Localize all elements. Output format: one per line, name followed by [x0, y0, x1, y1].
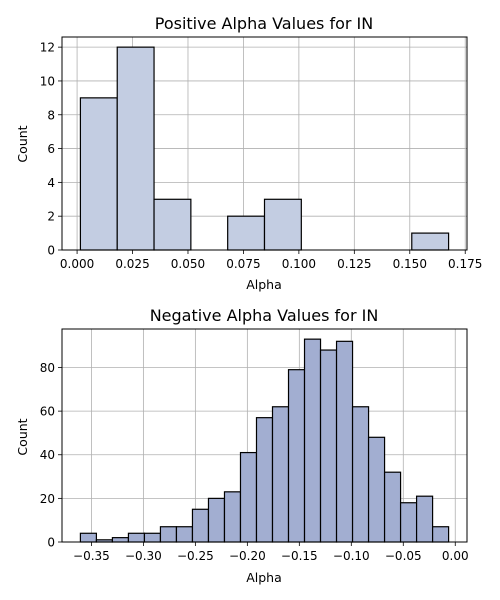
- x-tick-label: −0.10: [333, 549, 370, 563]
- histogram-bar: [79, 532, 98, 543]
- negative-alpha-histogram: Negative Alpha Values for IN −0.35 −0.30−…: [15, 306, 469, 585]
- x-tick-label: 0.175: [448, 257, 482, 271]
- x-tick-label: 0.125: [337, 257, 371, 271]
- y-tick-label: 20: [40, 492, 55, 506]
- y-axis-label: Count: [15, 418, 30, 455]
- plot-frame: [61, 36, 468, 251]
- x-tick-label: 0.025: [115, 257, 149, 271]
- x-tick-label: −0.05: [385, 549, 422, 563]
- y-tick-label: 80: [40, 361, 55, 375]
- y-tick-label: 2: [47, 210, 55, 224]
- x-tick-label: −0.35: [73, 549, 110, 563]
- histogram-bar: [335, 340, 354, 543]
- y-axis-label: Count: [15, 125, 30, 162]
- x-tick-label: −0.20: [229, 549, 266, 563]
- x-axis-label: Alpha: [246, 277, 282, 292]
- x-tick-label: −0.25: [177, 549, 214, 563]
- histogram-bar: [263, 198, 302, 251]
- x-axis-ticks: −0.35 −0.30 −0.25 −0.20 −0.15 −0.10 −0.05 0.00: [73, 542, 469, 563]
- x-tick-label: −0.30: [125, 549, 162, 563]
- histogram-bar: [127, 532, 146, 543]
- x-tick-label: −0.15: [281, 549, 318, 563]
- histogram-bar: [239, 451, 258, 543]
- histogram-bar: [116, 46, 155, 251]
- histogram-bar: [319, 349, 338, 543]
- histogram-bar: [143, 532, 162, 543]
- x-tick-label: 0.100: [282, 257, 316, 271]
- histogram-bar: [223, 491, 242, 543]
- chart-title: Negative Alpha Values for IN: [150, 306, 379, 325]
- x-tick-label: 0.150: [393, 257, 427, 271]
- histogram-bar: [175, 526, 194, 543]
- chart-title: Positive Alpha Values for IN: [155, 14, 373, 33]
- plot-frame: [61, 328, 468, 543]
- x-tick-label: 0.075: [226, 257, 260, 271]
- histogram-bar: [431, 526, 450, 543]
- x-tick-label: 0.00: [442, 549, 469, 563]
- y-tick-label: 10: [40, 74, 55, 88]
- y-tick-label: 6: [47, 142, 55, 156]
- y-axis-ticks: 0 2 4 6 8 10 12: [40, 41, 62, 258]
- y-tick-label: 60: [40, 405, 55, 419]
- histogram-bar: [271, 406, 290, 543]
- y-tick-label: 8: [47, 108, 55, 122]
- histogram-bar: [411, 232, 450, 251]
- histogram-bar: [111, 537, 130, 543]
- histogram-bar: [367, 436, 386, 543]
- histogram-bar: [351, 406, 370, 543]
- y-tick-label: 40: [40, 448, 55, 462]
- histogram-bar: [153, 198, 192, 251]
- bars: [79, 338, 450, 543]
- y-tick-label: 0: [47, 244, 55, 258]
- histogram-bar: [79, 97, 118, 251]
- histogram-bar: [399, 502, 418, 543]
- bars: [79, 46, 450, 251]
- histogram-bar: [415, 495, 434, 543]
- y-tick-label: 4: [47, 176, 55, 190]
- histogram-bar: [255, 417, 274, 543]
- histogram-bar: [159, 526, 178, 543]
- x-axis-ticks: 0.000 0.025 0.050 0.075 0.100 0.125 0.150 0.175: [60, 250, 482, 271]
- histogram-bar: [287, 369, 306, 543]
- histogram-bar: [227, 215, 266, 251]
- x-tick-label: 0.050: [171, 257, 205, 271]
- histogram-bar: [383, 471, 402, 543]
- y-axis-ticks: 0 20 40 60 80: [40, 361, 62, 550]
- histogram-bar: [303, 338, 322, 543]
- x-tick-label: 0.000: [60, 257, 94, 271]
- positive-alpha-histogram: Positive Alpha Values for IN 0.000 0.025 0…: [15, 14, 482, 292]
- histogram-bar: [191, 508, 210, 543]
- histogram-bar: [207, 497, 226, 543]
- y-tick-label: 0: [47, 536, 55, 550]
- x-axis-label: Alpha: [246, 570, 282, 585]
- y-tick-label: 12: [40, 41, 55, 55]
